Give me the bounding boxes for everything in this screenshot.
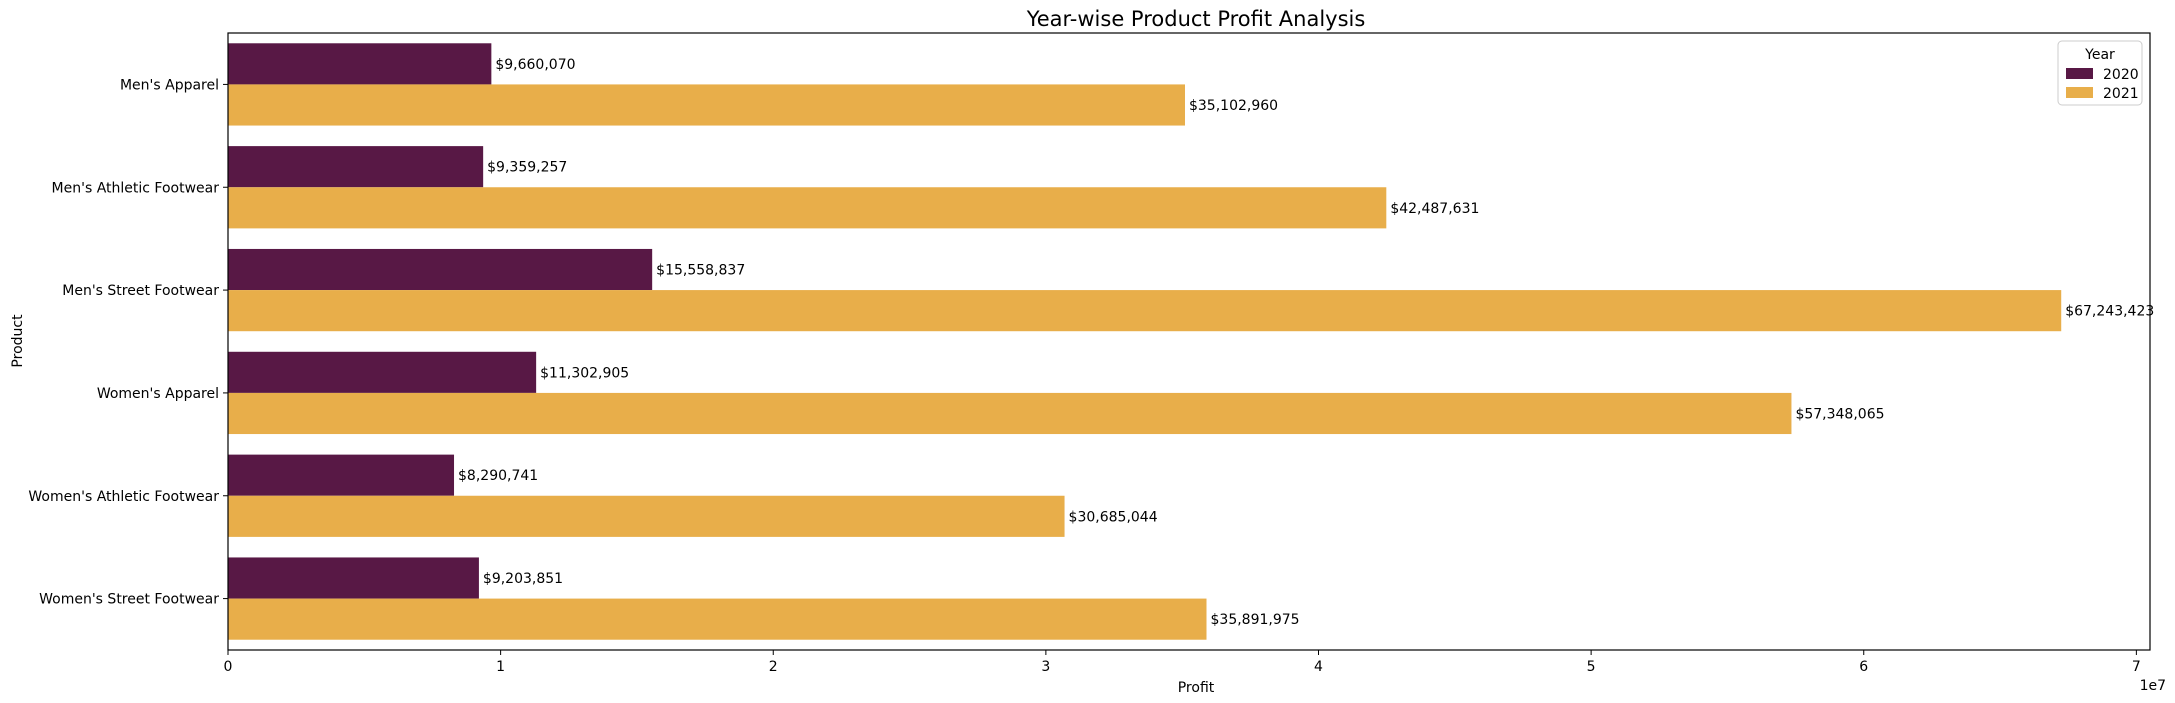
- x-tick-label: 0: [224, 659, 233, 675]
- legend-label-2021: 2021: [2103, 86, 2139, 102]
- legend: Year 2020 2021: [2058, 41, 2142, 105]
- bar-2021: [228, 290, 2061, 331]
- bar-2020: [228, 352, 536, 393]
- y-axis-label: Product: [10, 314, 26, 368]
- legend-label-2020: 2020: [2103, 67, 2139, 83]
- y-tick-label: Men's Athletic Footwear: [52, 180, 220, 196]
- legend-swatch-2021: [2066, 87, 2093, 98]
- bar-2021: [228, 496, 1065, 537]
- y-tick-label: Men's Street Footwear: [62, 283, 219, 299]
- y-tick-label: Women's Street Footwear: [39, 592, 219, 608]
- bars-group: [228, 43, 2061, 639]
- bar-2020: [228, 146, 483, 187]
- y-tick-label: Women's Apparel: [97, 386, 219, 402]
- data-label-2021: $35,891,975: [1211, 612, 1300, 628]
- x-tick-label: 6: [1859, 659, 1868, 675]
- legend-swatch-2020: [2066, 68, 2093, 79]
- data-label-2021: $30,685,044: [1069, 509, 1158, 525]
- data-labels-group: $9,660,070 $35,102,960 $9,359,257 $42,487,6…: [458, 57, 2154, 628]
- data-label-2020: $9,203,851: [483, 571, 563, 587]
- bar-2020: [228, 557, 479, 598]
- bar-2020: [228, 249, 652, 290]
- legend-title: Year: [2084, 47, 2115, 63]
- x-tick-label: 7: [2132, 659, 2141, 675]
- bar-2021: [228, 187, 1386, 228]
- data-label-2021: $35,102,960: [1189, 98, 1278, 114]
- bar-2021: [228, 599, 1207, 640]
- chart-title: Year-wise Product Profit Analysis: [1026, 7, 1366, 31]
- x-axis-label: Profit: [1178, 680, 1215, 696]
- data-label-2021: $67,243,423: [2065, 304, 2154, 320]
- x-tick-label: 4: [1314, 659, 1323, 675]
- x-tick-label: 1: [496, 659, 505, 675]
- x-tick-label: 2: [769, 659, 778, 675]
- x-tick-label: 5: [1587, 659, 1596, 675]
- x-axis: 0 1 2 3 4 5 6 7: [224, 650, 2141, 675]
- bar-2020: [228, 43, 491, 84]
- data-label-2020: $9,660,070: [495, 57, 575, 73]
- data-label-2021: $42,487,631: [1390, 201, 1479, 217]
- data-label-2021: $57,348,065: [1795, 406, 1884, 422]
- y-tick-label: Men's Apparel: [120, 77, 219, 93]
- y-axis: Men's Apparel Men's Athletic Footwear Men'…: [28, 77, 228, 607]
- data-label-2020: $11,302,905: [540, 365, 629, 381]
- bar-2020: [228, 455, 454, 496]
- data-label-2020: $15,558,837: [656, 263, 745, 279]
- data-label-2020: $9,359,257: [487, 160, 567, 176]
- x-offset-text: 1e7: [2140, 678, 2166, 694]
- data-label-2020: $8,290,741: [458, 468, 538, 484]
- bar-2021: [228, 393, 1791, 434]
- y-tick-label: Women's Athletic Footwear: [28, 489, 219, 505]
- x-tick-label: 3: [1041, 659, 1050, 675]
- bar-2021: [228, 84, 1185, 125]
